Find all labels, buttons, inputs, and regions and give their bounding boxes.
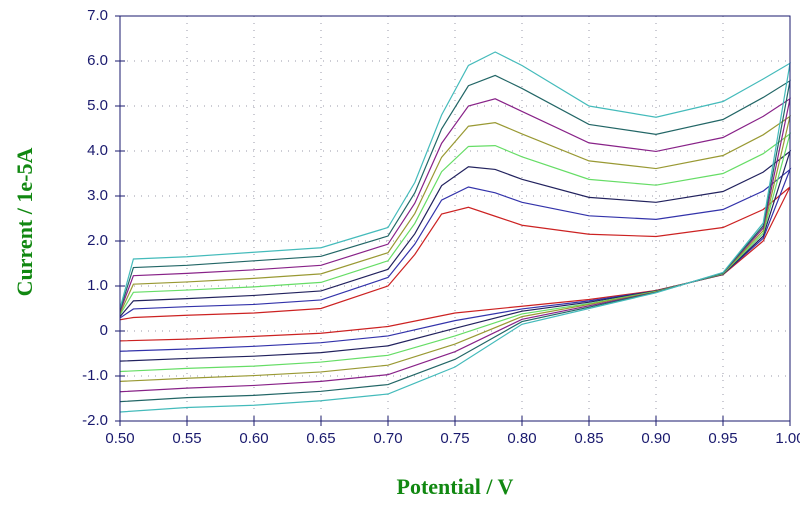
x-tick-label: 0.65 [306,430,335,447]
x-tick-label: 1.00 [775,430,800,447]
x-tick-label: 0.85 [574,430,603,447]
cv-curve [119,114,791,382]
x-tick-label: 0.70 [373,430,402,447]
x-axis-label: Potential / V [397,474,514,499]
y-tick-label: -1.0 [82,367,108,384]
plot-frame [119,15,791,422]
x-tick-label: 0.80 [507,430,536,447]
y-tick-label: 1.0 [87,277,108,294]
cv-curve [119,167,792,352]
cv-curve [119,74,791,403]
x-tick-label: 0.90 [641,430,670,447]
x-tick-label: 0.55 [172,430,201,447]
y-tick-label: -2.0 [82,412,108,429]
cv-curve [119,51,791,413]
y-axis-label: Current / 1e-5A [12,148,37,297]
x-tick-label: 0.95 [708,430,737,447]
y-tick-label: 0 [100,322,108,339]
cv-curve [119,149,792,362]
y-tick-label: 6.0 [87,52,108,69]
y-tick-label: 3.0 [87,187,108,204]
x-tick-label: 0.60 [239,430,268,447]
x-tick-label: 0.75 [440,430,469,447]
plot-area [120,16,790,421]
x-tick-label: 0.50 [105,430,134,447]
y-tick-label: 5.0 [87,97,108,114]
y-tick-label: 2.0 [87,232,108,249]
y-tick-label: 4.0 [87,142,108,159]
cv-curve [119,186,791,342]
y-tick-label: 7.0 [87,7,108,24]
cv-curve [119,97,791,393]
cv-curve [119,132,792,373]
